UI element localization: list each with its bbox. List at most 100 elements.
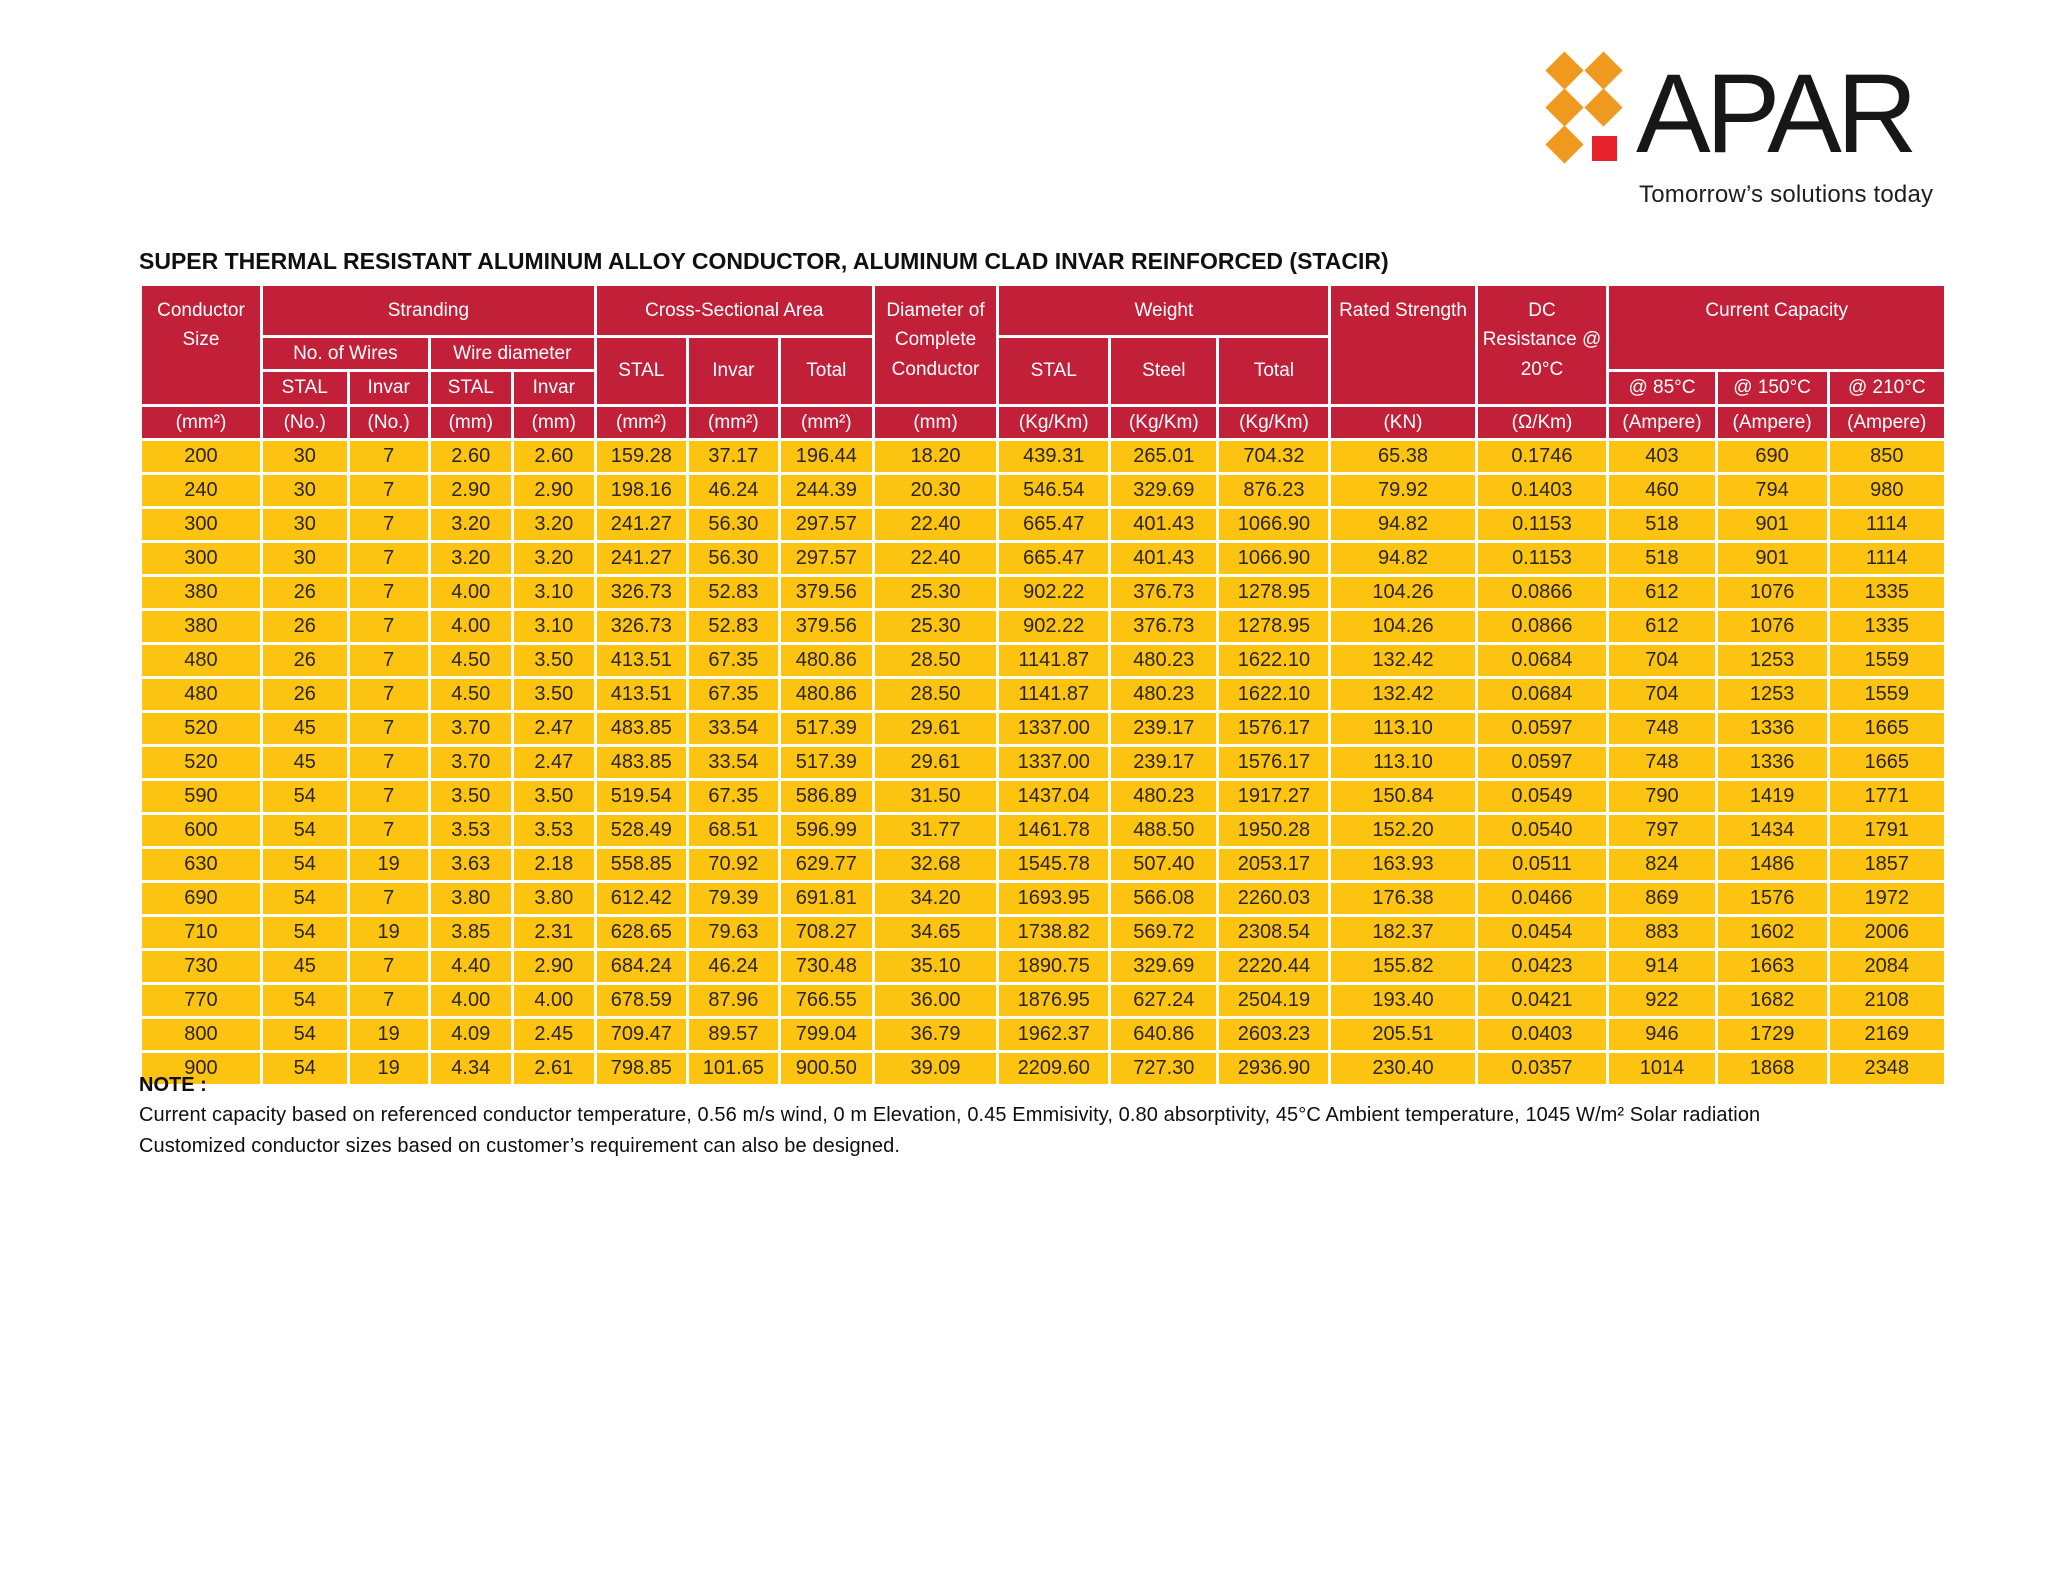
- unit-capacity-210c: (Ampere): [1826, 404, 1948, 441]
- table-row: 630 54 19 3.63 2.18 558.85 70.92 629.77 32.68 154…: [139, 846, 1948, 883]
- cell-conductor-size: 300: [139, 506, 263, 543]
- cell-csa-invar: 79.63: [685, 914, 781, 951]
- cell-stal-wires: 30: [259, 472, 350, 509]
- cell-capacity-85c: 824: [1606, 846, 1718, 883]
- note-section: NOTE : Current capacity based on referen…: [139, 1074, 1760, 1162]
- unit-capacity-150c: (Ampere): [1714, 404, 1830, 441]
- cell-complete-conductor-diameter: 31.50: [871, 778, 1000, 815]
- cell-weight-steel: 627.24: [1108, 982, 1220, 1019]
- unit-rated-strength: (KN): [1328, 404, 1478, 441]
- cell-dc-resistance: 0.0866: [1474, 574, 1610, 611]
- spec-table-container: Conductor Size Stranding Cross-Sectional…: [139, 283, 1948, 1087]
- cell-invar-wire-diameter: 3.50: [510, 778, 597, 815]
- cell-dc-resistance: 0.0511: [1474, 846, 1610, 883]
- cell-complete-conductor-diameter: 29.61: [871, 744, 1000, 781]
- cell-weight-stal: 1461.78: [996, 812, 1112, 849]
- apar-logo: APAR Tomorrow’s solutions today: [1545, 51, 1966, 222]
- cell-invar-wires: 7: [346, 506, 431, 543]
- cell-weight-steel: 239.17: [1108, 710, 1220, 747]
- cell-csa-invar: 68.51: [685, 812, 781, 849]
- cell-invar-wire-diameter: 4.00: [510, 982, 597, 1019]
- cell-capacity-150c: 1336: [1714, 710, 1830, 747]
- cell-capacity-150c: 1576: [1714, 880, 1830, 917]
- cell-csa-total: 244.39: [777, 472, 875, 509]
- cell-csa-total: 297.57: [777, 506, 875, 543]
- col-header-dia-stal: STAL: [427, 369, 514, 407]
- cell-invar-wires: 7: [346, 744, 431, 781]
- cell-capacity-85c: 704: [1606, 642, 1718, 679]
- cell-invar-wire-diameter: 3.50: [510, 642, 597, 679]
- cell-dc-resistance: 0.0597: [1474, 710, 1610, 747]
- cell-csa-stal: 241.27: [593, 506, 689, 543]
- cell-capacity-210c: 1335: [1826, 574, 1948, 611]
- apar-logo-mark: [1545, 51, 1630, 172]
- cell-invar-wire-diameter: 3.53: [510, 812, 597, 849]
- cell-weight-total: 1622.10: [1216, 642, 1332, 679]
- cell-weight-total: 704.32: [1216, 438, 1332, 475]
- cell-complete-conductor-diameter: 25.30: [871, 574, 1000, 611]
- cell-capacity-85c: 1014: [1606, 1050, 1718, 1087]
- cell-conductor-size: 770: [139, 982, 263, 1019]
- cell-weight-stal: 1141.87: [996, 676, 1112, 713]
- cell-invar-wire-diameter: 3.80: [510, 880, 597, 917]
- cell-conductor-size: 690: [139, 880, 263, 917]
- cell-conductor-size: 380: [139, 608, 263, 645]
- cell-capacity-150c: 1076: [1714, 608, 1830, 645]
- logo-diamond-icon: [1545, 51, 1584, 90]
- cell-weight-stal: 1337.00: [996, 710, 1112, 747]
- cell-invar-wire-diameter: 2.45: [510, 1016, 597, 1053]
- cell-csa-invar: 33.54: [685, 710, 781, 747]
- cell-csa-invar: 56.30: [685, 506, 781, 543]
- cell-csa-stal: 798.85: [593, 1050, 689, 1087]
- table-row: 590 54 7 3.50 3.50 519.54 67.35 586.89 31.50 1437…: [139, 778, 1948, 815]
- cell-weight-stal: 546.54: [996, 472, 1112, 509]
- unit-dc-resistance: (Ω/Km): [1474, 404, 1610, 441]
- cell-capacity-85c: 612: [1606, 574, 1718, 611]
- table-row: 690 54 7 3.80 3.80 612.42 79.39 691.81 34.20 1693…: [139, 880, 1948, 917]
- cell-weight-total: 1066.90: [1216, 540, 1332, 577]
- note-label: NOTE :: [139, 1074, 207, 1096]
- cell-stal-wire-diameter: 3.20: [427, 540, 514, 577]
- cell-rated-strength: 132.42: [1328, 676, 1478, 713]
- cell-stal-wire-diameter: 4.00: [427, 982, 514, 1019]
- cell-capacity-150c: 1336: [1714, 744, 1830, 781]
- cell-invar-wire-diameter: 2.31: [510, 914, 597, 951]
- cell-stal-wires: 54: [259, 778, 350, 815]
- cell-weight-total: 2504.19: [1216, 982, 1332, 1019]
- cell-rated-strength: 230.40: [1328, 1050, 1478, 1087]
- cell-complete-conductor-diameter: 28.50: [871, 642, 1000, 679]
- cell-csa-invar: 87.96: [685, 982, 781, 1019]
- cell-capacity-150c: 1076: [1714, 574, 1830, 611]
- cell-rated-strength: 155.82: [1328, 948, 1478, 985]
- cell-invar-wire-diameter: 2.47: [510, 744, 597, 781]
- cell-rated-strength: 182.37: [1328, 914, 1478, 951]
- cell-dc-resistance: 0.0466: [1474, 880, 1610, 917]
- cell-weight-stal: 1876.95: [996, 982, 1112, 1019]
- cell-capacity-85c: 946: [1606, 1016, 1718, 1053]
- cell-csa-total: 629.77: [777, 846, 875, 883]
- apar-brand-name: APAR: [1636, 51, 1918, 176]
- cell-weight-steel: 566.08: [1108, 880, 1220, 917]
- table-header: Conductor Size Stranding Cross-Sectional…: [139, 283, 1948, 441]
- cell-weight-steel: 401.43: [1108, 506, 1220, 543]
- header-row-groups: Conductor Size Stranding Cross-Sectional…: [139, 283, 1947, 407]
- cell-capacity-85c: 922: [1606, 982, 1718, 1019]
- cell-conductor-size: 240: [139, 472, 263, 509]
- cell-capacity-150c: 1419: [1714, 778, 1830, 815]
- cell-csa-invar: 46.24: [685, 948, 781, 985]
- cell-dc-resistance: 0.1153: [1474, 540, 1610, 577]
- cell-invar-wires: 7: [346, 982, 431, 1019]
- cell-csa-total: 480.86: [777, 676, 875, 713]
- cell-stal-wires: 45: [259, 744, 350, 781]
- page-title: SUPER THERMAL RESISTANT ALUMINUM ALLOY C…: [139, 248, 1389, 274]
- col-header-capacity-85c: @ 85°C: [1606, 369, 1718, 407]
- cell-stal-wire-diameter: 4.50: [427, 676, 514, 713]
- cell-csa-invar: 70.92: [685, 846, 781, 883]
- cell-capacity-210c: 1114: [1826, 540, 1948, 577]
- cell-stal-wires: 30: [259, 540, 350, 577]
- cell-weight-steel: 329.69: [1108, 472, 1220, 509]
- table-row: 770 54 7 4.00 4.00 678.59 87.96 766.55 36.00 1876…: [139, 982, 1948, 1019]
- cell-stal-wire-diameter: 4.50: [427, 642, 514, 679]
- col-header-conductor-size: Conductor Size: [139, 283, 263, 407]
- cell-csa-stal: 678.59: [593, 982, 689, 1019]
